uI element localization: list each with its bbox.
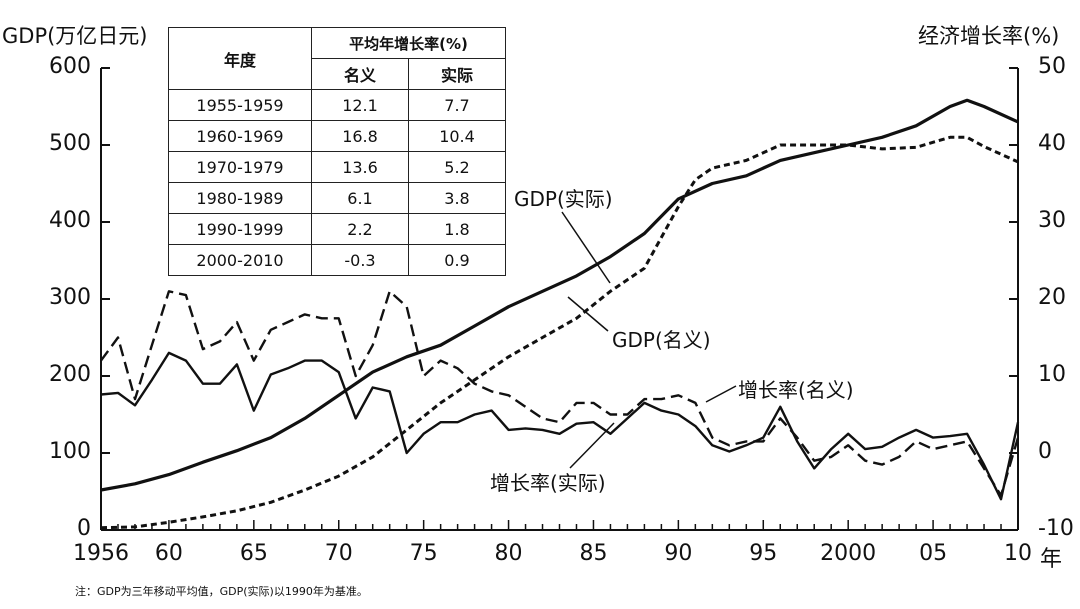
table-cell-nominal: 13.6: [311, 151, 409, 183]
table-cell-real: 3.8: [408, 182, 506, 214]
right-tick-label: 20: [1038, 285, 1066, 310]
right-tick-label: 50: [1038, 54, 1066, 79]
left-tick-label: 400: [49, 208, 91, 233]
right-tick-label: 40: [1038, 131, 1066, 156]
table-cell-period: 1970-1979: [168, 151, 312, 183]
x-tick-label: 1956: [73, 541, 129, 566]
right-tick-label: 30: [1038, 208, 1066, 233]
table-row: 1960-1969 16.8 10.4: [168, 120, 506, 152]
left-tick-label: 0: [77, 516, 91, 541]
table-cell-nominal: 12.1: [311, 89, 409, 121]
label-gdp-nominal: GDP(名义): [612, 328, 711, 352]
left-tick-label: 300: [49, 285, 91, 310]
left-axis-title: GDP(万亿日元): [2, 24, 148, 48]
leader-gdp-real: [561, 211, 611, 284]
right-tick-label: 10: [1038, 362, 1066, 387]
table-cell-period: 1980-1989: [168, 182, 312, 214]
table-cell-real: 10.4: [408, 120, 506, 152]
table-cell-real: 5.2: [408, 151, 506, 183]
x-tick-label: 75: [409, 541, 438, 566]
inset-table: 年度 平均年增长率(%) 名义 实际 1955-1959 12.1 7.7 1960-…: [168, 27, 506, 276]
series-line-1: [100, 135, 1019, 530]
left-tick-label: 500: [49, 131, 91, 156]
series-line-0: [100, 98, 1019, 492]
table-row: 1955-1959 12.1 7.7: [168, 89, 506, 121]
table-cell-real: 0.9: [408, 244, 506, 276]
table-cell-period: 1990-1999: [168, 213, 312, 245]
table-cell-nominal: 2.2: [311, 213, 409, 245]
x-unit-label: 年: [1040, 547, 1063, 572]
table-cell-period: 2000-2010: [168, 244, 312, 276]
table-body: 1955-1959 12.1 7.7 1960-1969 16.8 10.4 1970-19…: [168, 89, 506, 276]
x-tick-label: 2000: [820, 541, 877, 566]
x-tick-label: 85: [579, 541, 608, 566]
table-row: 1990-1999 2.2 1.8: [168, 213, 506, 245]
leader-gdp-nominal: [567, 296, 609, 332]
series-line-2: [100, 351, 1020, 501]
table-header-real: 实际: [408, 58, 506, 90]
footnote: 注：GDP为三年移动平均值，GDP(实际)以1990年为基准。: [75, 585, 368, 598]
x-tick-label: 65: [239, 541, 268, 566]
left-tick-label: 600: [49, 54, 91, 79]
series-line-3: [100, 290, 1020, 497]
table-header-nominal: 名义: [311, 58, 409, 90]
x-tick-label: 95: [749, 541, 778, 566]
table-header-group: 平均年增长率(%): [311, 27, 506, 59]
table-cell-nominal: -0.3: [311, 244, 409, 276]
leader-growth-nominal: [705, 385, 737, 403]
left-tick-label: 200: [49, 362, 91, 387]
x-tick-label: 60: [154, 541, 183, 566]
x-tick-label: 90: [664, 541, 693, 566]
table-cell-period: 1955-1959: [168, 89, 312, 121]
table-header-year: 年度: [168, 27, 312, 90]
label-growth-real: 增长率(实际): [490, 471, 606, 495]
right-axis-title: 经济增长率(%): [918, 24, 1060, 48]
table-cell-nominal: 6.1: [311, 182, 409, 214]
left-tick-label: 100: [49, 439, 91, 464]
table-row: 1980-1989 6.1 3.8: [168, 182, 506, 214]
right-tick-label: -10: [1038, 516, 1074, 541]
table-cell-period: 1960-1969: [168, 120, 312, 152]
x-tick-label: 80: [494, 541, 523, 566]
label-gdp-real: GDP(实际): [514, 187, 613, 211]
table-row: 2000-2010 -0.3 0.9: [168, 244, 506, 276]
table-cell-real: 1.8: [408, 213, 506, 245]
leader-growth-real: [569, 422, 615, 469]
x-tick-label: 10: [1004, 541, 1032, 566]
table-cell-real: 7.7: [408, 89, 506, 121]
x-tick-label: 70: [324, 541, 353, 566]
label-growth-nominal: 增长率(名义): [738, 378, 854, 402]
table-row: 1970-1979 13.6 5.2: [168, 151, 506, 183]
right-tick-label: 0: [1038, 439, 1052, 464]
table-cell-nominal: 16.8: [311, 120, 409, 152]
x-tick-label: 05: [919, 541, 948, 566]
